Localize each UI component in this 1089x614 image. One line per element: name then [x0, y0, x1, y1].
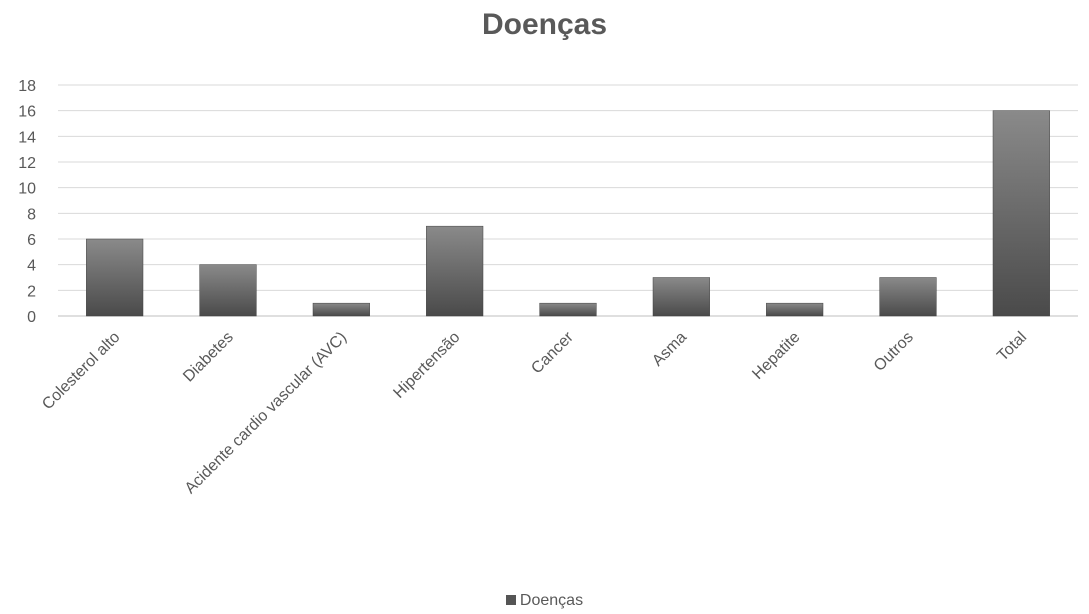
bar: [199, 264, 257, 317]
bar: [312, 302, 370, 317]
bar: [426, 225, 484, 317]
y-tick-label: 12: [18, 155, 36, 172]
y-tick-label: 0: [27, 309, 36, 326]
bar: [86, 238, 144, 317]
x-tick-label: Asma: [649, 329, 690, 370]
y-tick-label: 2: [27, 283, 36, 300]
bar: [992, 110, 1050, 317]
bar: [539, 302, 597, 317]
bars: [86, 110, 1050, 317]
y-tick-label: 4: [27, 258, 36, 275]
y-tick-label: 10: [18, 181, 36, 198]
x-tick-label: Hepatite: [749, 329, 803, 383]
x-tick-label: Hipertensão: [390, 329, 463, 402]
y-tick-label: 6: [27, 232, 36, 249]
y-axis: 0 2 4 6 8 10 12 14 16 18: [18, 78, 36, 326]
x-tick-label: Outros: [871, 329, 917, 375]
bar: [879, 277, 937, 317]
bar: [652, 277, 710, 317]
y-tick-label: 16: [18, 104, 36, 121]
legend-swatch: [505, 595, 516, 605]
legend-label: Doenças: [519, 592, 584, 609]
x-tick-label: Diabetes: [180, 329, 237, 386]
y-tick-label: 18: [18, 78, 36, 95]
x-tick-label: Colesterol alto: [39, 329, 123, 413]
y-tick-label: 14: [18, 129, 36, 146]
legend: Doenças: [0, 592, 1089, 610]
x-tick-label: Cancer: [528, 328, 577, 377]
chart-title: Doenças: [481, 8, 608, 41]
x-tick-label: Total: [994, 329, 1030, 365]
y-tick-label: 8: [27, 206, 36, 223]
bar: [766, 302, 824, 317]
